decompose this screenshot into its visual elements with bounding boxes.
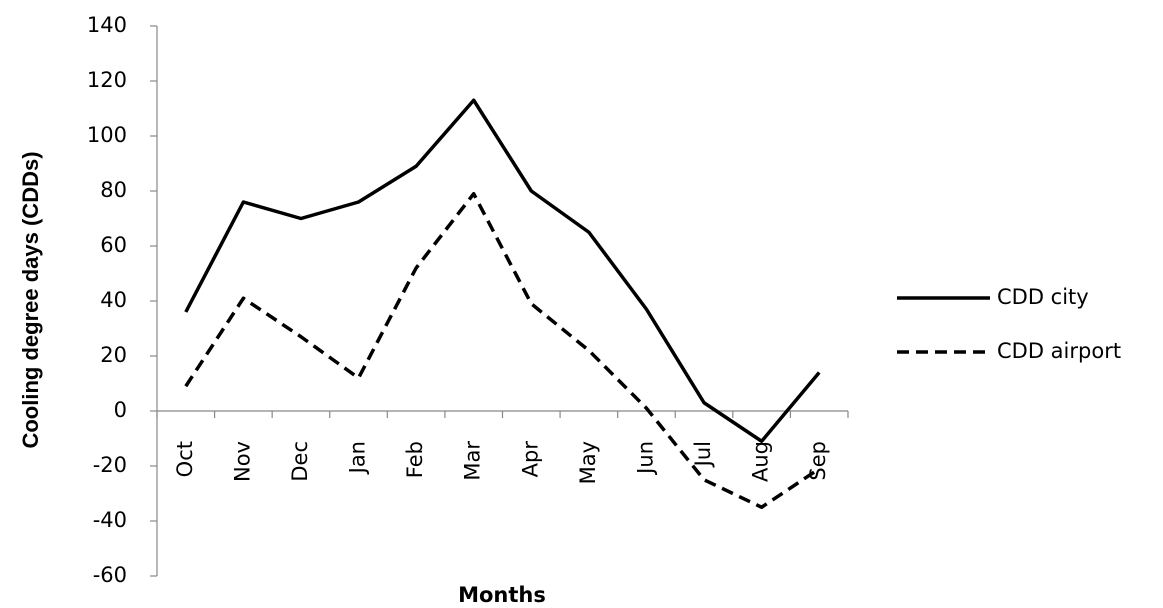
y-tick-label: 20 bbox=[100, 343, 127, 367]
series-line bbox=[184, 98, 821, 443]
x-tick-label: May bbox=[576, 441, 600, 484]
y-tick-label: 40 bbox=[100, 288, 127, 312]
x-axis-label: Months bbox=[458, 583, 546, 607]
x-tick-label: Apr bbox=[518, 441, 542, 478]
x-tick-label: Feb bbox=[403, 441, 427, 478]
y-tick-label: 60 bbox=[100, 233, 127, 257]
y-tick-label: 0 bbox=[114, 398, 127, 422]
x-tick-label: Jan bbox=[346, 441, 370, 475]
y-tick-label: 140 bbox=[87, 13, 127, 37]
x-tick-label: Oct bbox=[173, 441, 197, 477]
series-line bbox=[184, 192, 821, 509]
x-tick-label: Mar bbox=[461, 441, 485, 481]
x-tick-label: Jun bbox=[633, 441, 657, 476]
legend-label: CDD city bbox=[997, 285, 1089, 309]
y-tick-label: -20 bbox=[93, 453, 127, 477]
y-tick-label: 80 bbox=[100, 178, 127, 202]
x-tick-label: Jul bbox=[691, 441, 715, 468]
y-tick-label: -60 bbox=[93, 563, 127, 587]
y-tick-label: 100 bbox=[87, 123, 127, 147]
legend-label: CDD airport bbox=[997, 339, 1121, 363]
x-tick-label: Aug bbox=[749, 441, 773, 482]
x-tick-label: Nov bbox=[230, 441, 254, 482]
y-axis-label: Cooling degree days (CDDs) bbox=[18, 151, 43, 448]
y-tick-label: 120 bbox=[87, 68, 127, 92]
y-tick-label: -40 bbox=[93, 508, 127, 532]
x-tick-label: Dec bbox=[288, 441, 312, 482]
